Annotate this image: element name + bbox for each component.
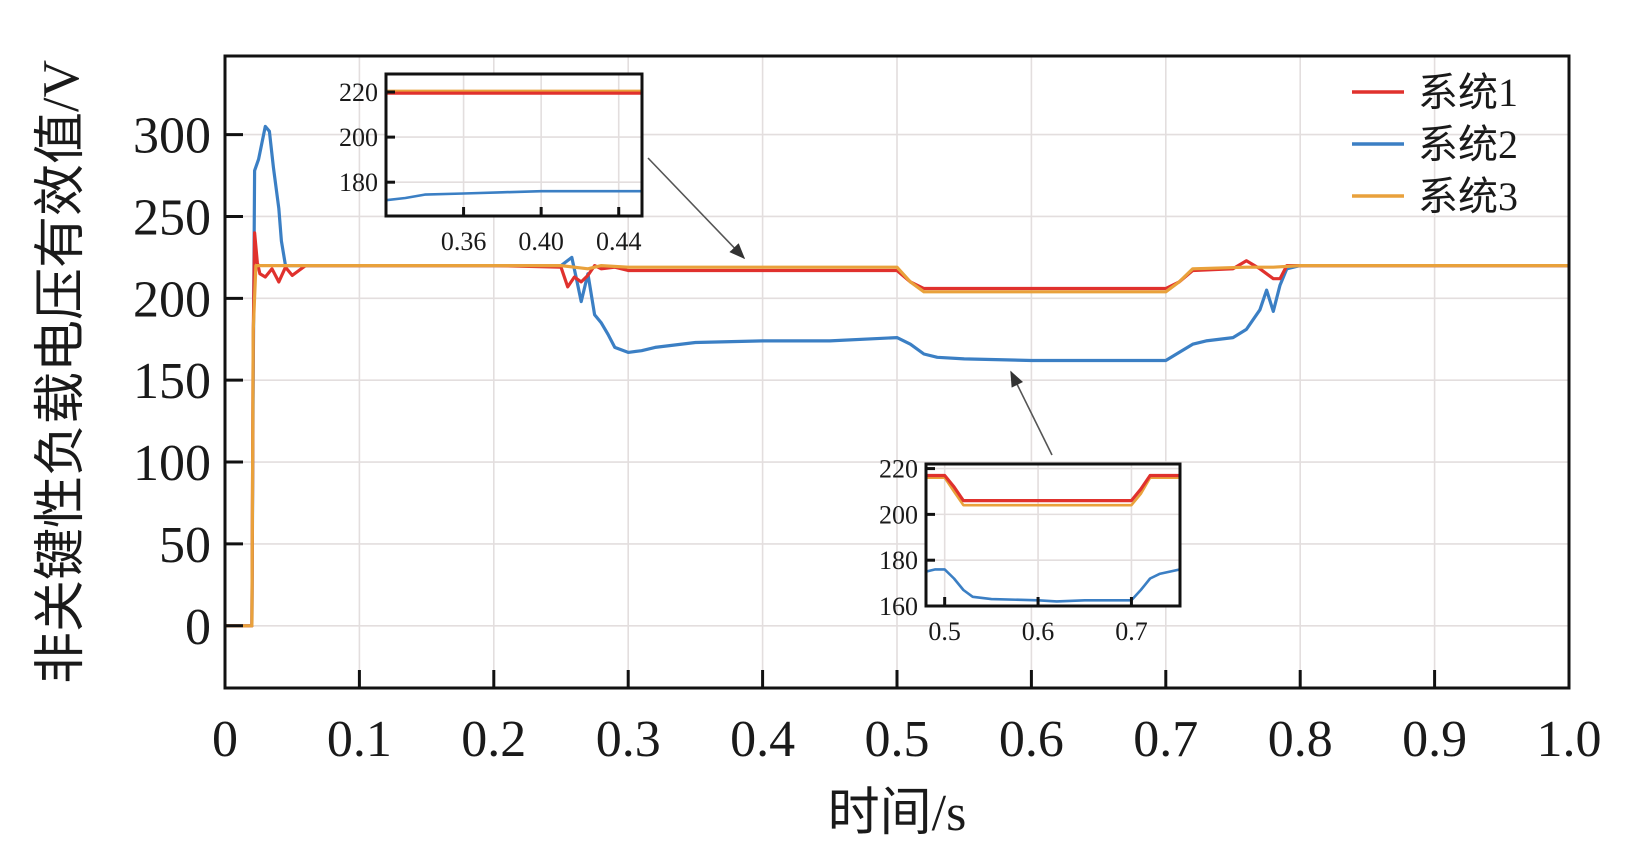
main-ticks bbox=[223, 133, 1571, 688]
legend-label-2: 系统2 bbox=[1418, 122, 1518, 167]
x-tick-label: 0.2 bbox=[461, 711, 526, 768]
legend-label-1: 系统1 bbox=[1418, 70, 1518, 115]
y-tick-label: 0 bbox=[185, 599, 211, 656]
inset-x-tick-label: 0.36 bbox=[441, 227, 487, 256]
inset-arrows bbox=[647, 157, 1053, 456]
inset-background bbox=[926, 464, 1180, 606]
x-tick-label: 0.3 bbox=[596, 711, 661, 768]
inset-y-tick-label: 180 bbox=[879, 546, 918, 575]
inset-y-tick-label: 180 bbox=[339, 168, 378, 197]
inset-x-tick-label: 0.7 bbox=[1115, 617, 1148, 646]
x-tick-label: 0.6 bbox=[999, 711, 1064, 768]
inset-series-line-3 bbox=[926, 476, 1180, 507]
x-tick-label: 0 bbox=[212, 711, 238, 768]
legend-label-3: 系统3 bbox=[1418, 174, 1518, 219]
x-tick-label: 0.8 bbox=[1268, 711, 1333, 768]
y-tick-label: 200 bbox=[133, 271, 211, 328]
inset-series-group bbox=[386, 89, 642, 202]
main-series-group bbox=[225, 124, 1569, 628]
main-grid bbox=[225, 56, 1569, 688]
main-tick-labels: 0 0.1 0.2 0.3 0.4 0.5 0.6 0.7 0.8 0.9 1.0 0 50 100 150… bbox=[133, 108, 1602, 768]
legend: 系统1 系统2 系统3 bbox=[1352, 70, 1518, 219]
y-tick-label: 100 bbox=[133, 435, 211, 492]
inset-y-tick-label: 160 bbox=[879, 592, 918, 621]
inset-x-tick-label: 0.40 bbox=[518, 227, 564, 256]
y-tick-label: 50 bbox=[159, 517, 211, 574]
inset-zoom-2: 0.5 0.6 0.7 160 180 200 220 bbox=[879, 455, 1182, 646]
inset-y-tick-label: 200 bbox=[339, 123, 378, 152]
x-tick-label: 0.5 bbox=[865, 711, 930, 768]
inset-1-arrow bbox=[647, 157, 746, 260]
inset-zoom-1: 0.36 0.40 0.44 180 200 220 bbox=[339, 72, 644, 256]
inset-x-tick-label: 0.5 bbox=[928, 617, 961, 646]
inset-y-tick-label: 200 bbox=[879, 500, 918, 529]
series-line-2 bbox=[225, 124, 1569, 628]
inset-y-tick-label: 220 bbox=[879, 455, 918, 484]
x-tick-label: 0.1 bbox=[327, 711, 392, 768]
inset-2-arrow bbox=[1010, 370, 1053, 456]
inset-frame bbox=[384, 72, 644, 218]
inset-series-line-2 bbox=[386, 189, 642, 202]
inset-x-tick-label: 0.44 bbox=[596, 227, 642, 256]
inset-y-tick-label: 220 bbox=[339, 78, 378, 107]
inset-x-tick-label: 0.6 bbox=[1022, 617, 1055, 646]
y-axis-title: 非关键性负载电压有效值/V bbox=[33, 60, 90, 684]
x-axis-title: 时间/s bbox=[828, 785, 967, 842]
series-line-3 bbox=[225, 264, 1569, 628]
inset-frame bbox=[924, 462, 1182, 608]
y-tick-label: 150 bbox=[133, 353, 211, 410]
x-tick-label: 0.9 bbox=[1402, 711, 1467, 768]
x-tick-label: 0.7 bbox=[1133, 711, 1198, 768]
y-tick-label: 250 bbox=[133, 189, 211, 246]
y-tick-label: 300 bbox=[133, 108, 211, 165]
x-tick-label: 1.0 bbox=[1537, 711, 1602, 768]
x-tick-label: 0.4 bbox=[730, 711, 795, 768]
inset-series-line-1 bbox=[926, 473, 1180, 503]
